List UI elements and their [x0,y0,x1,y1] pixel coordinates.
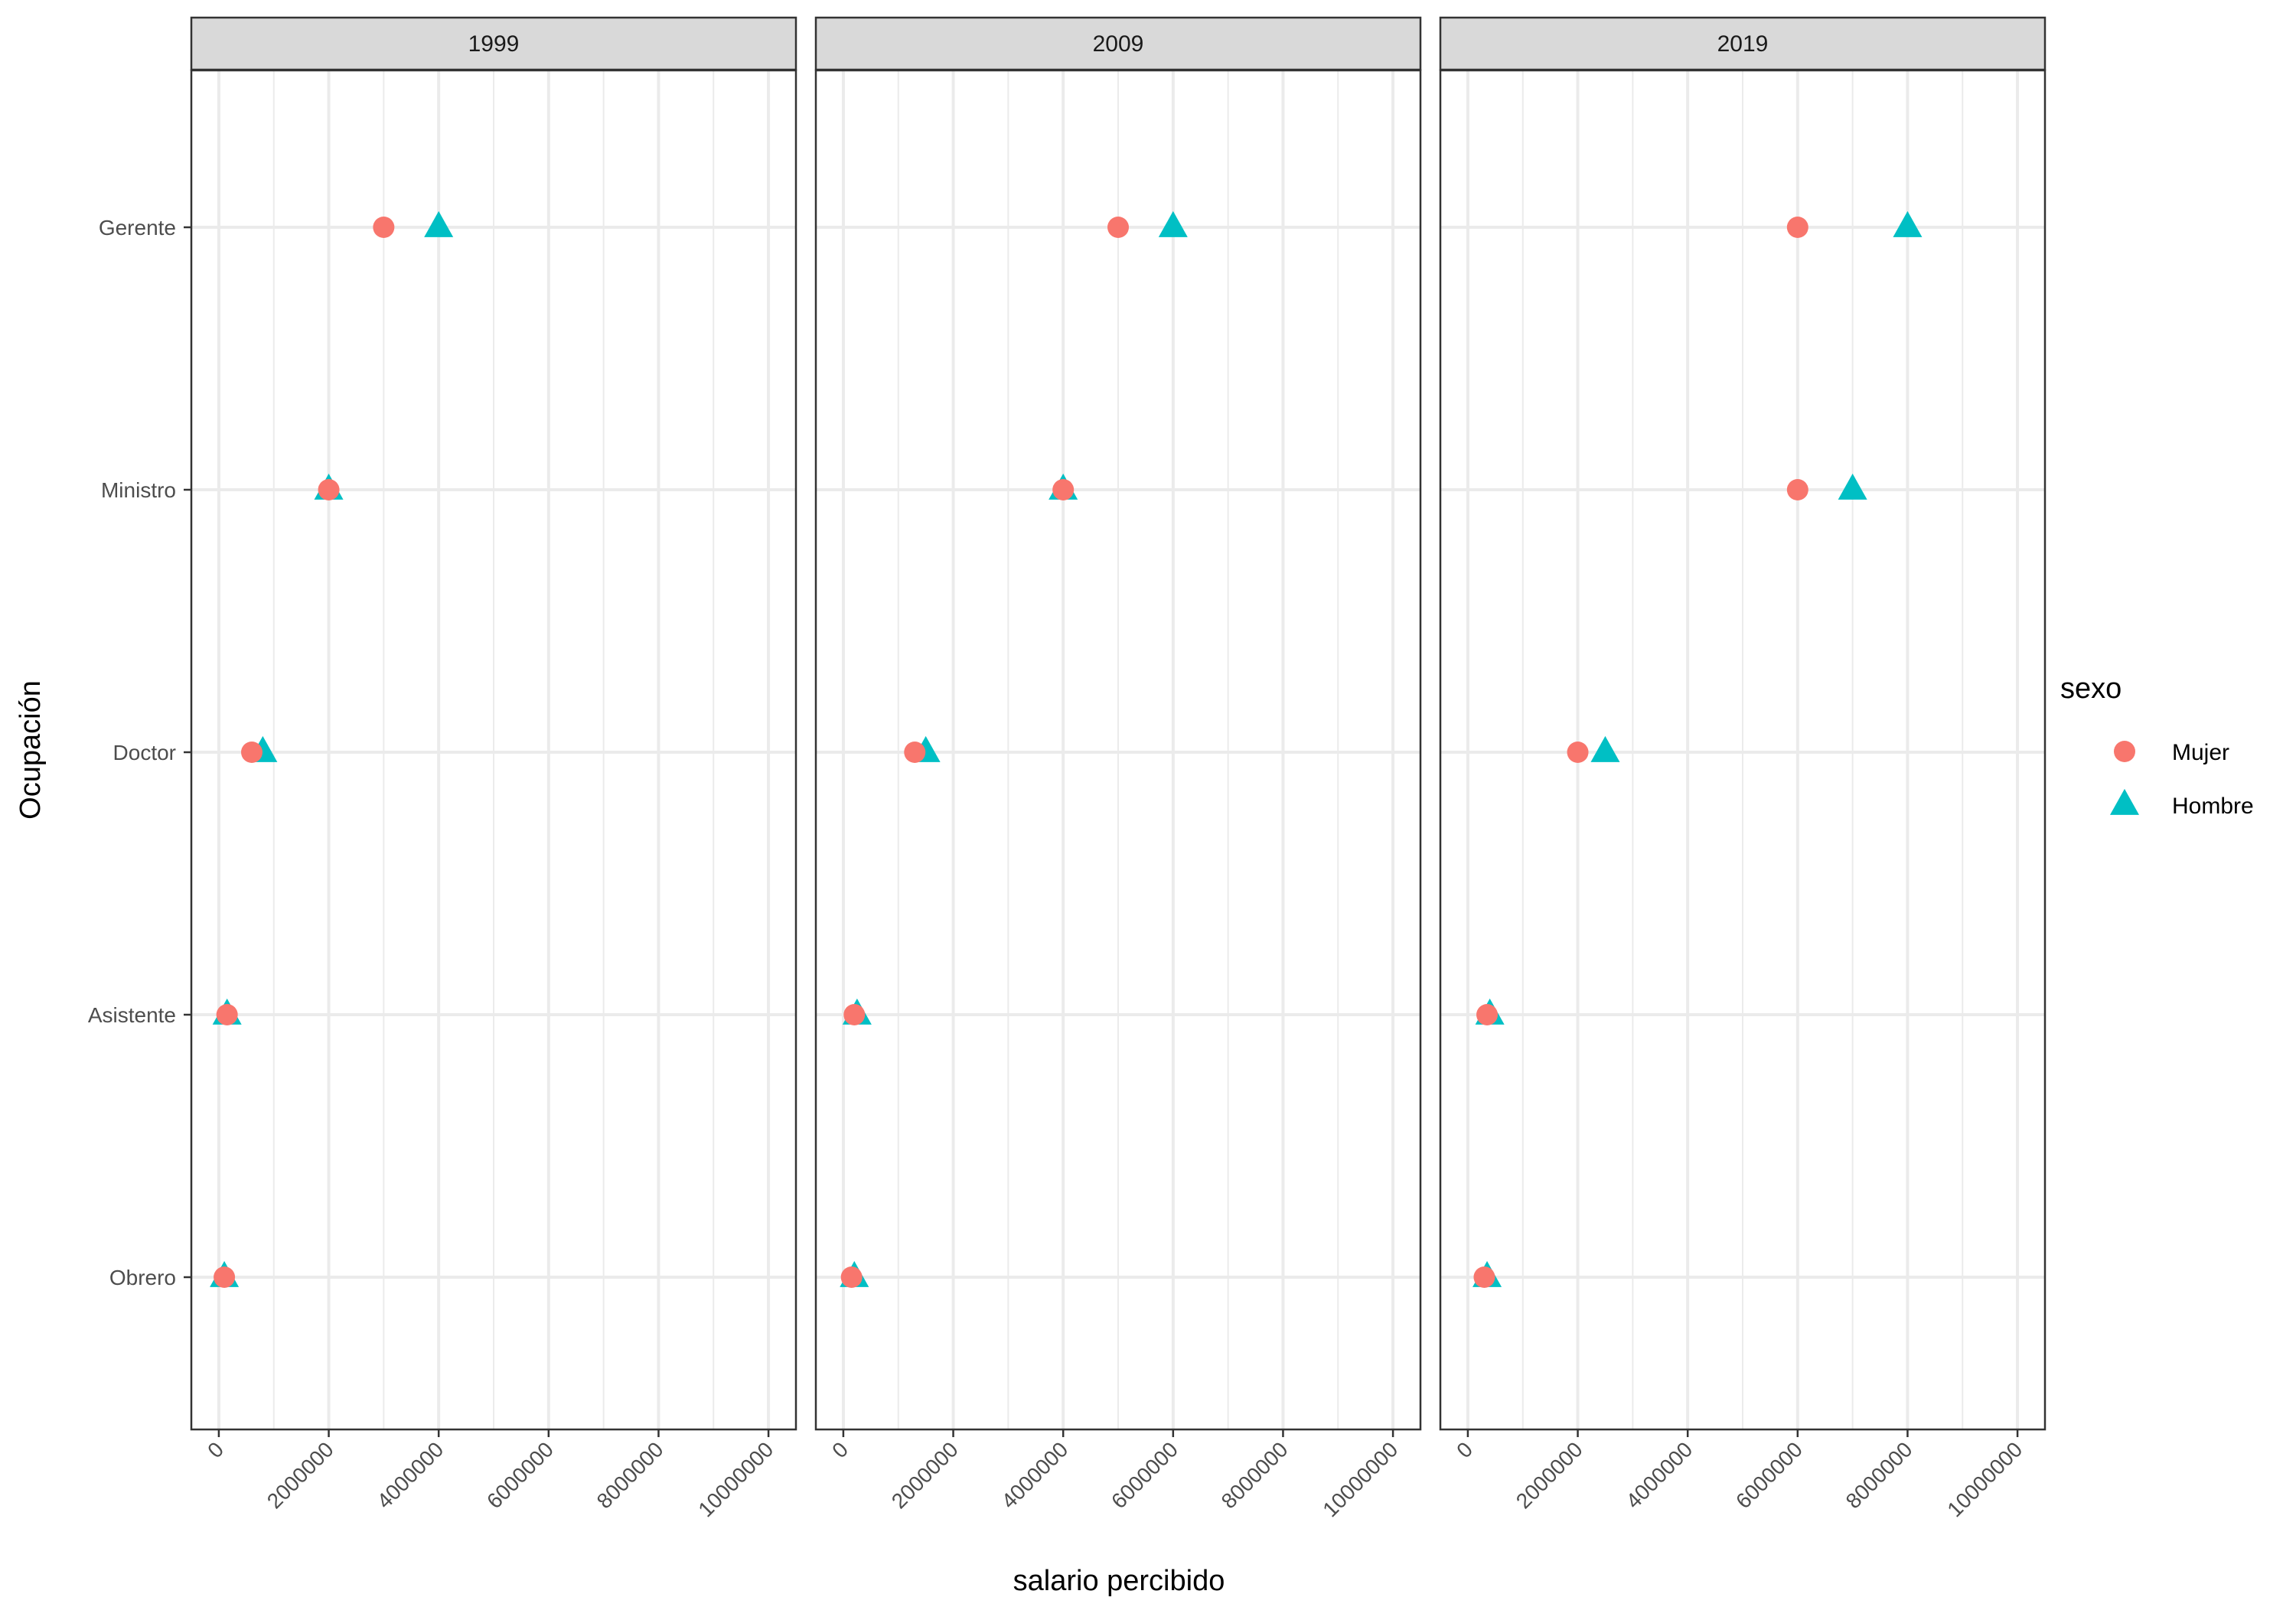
point-hombre-gerente [424,210,454,237]
facet-strip [814,16,1422,71]
facet-strip-label: 1999 [468,31,520,57]
y-tick-label: Obrero [109,1266,176,1289]
point-mujer-obrero [214,1266,236,1288]
y-tick-label: Gerente [99,216,176,240]
point-hombre-gerente [1158,210,1188,237]
y-axis-title: Ocupación [15,680,47,820]
legend-key-mujer [2114,741,2135,762]
legend-label-hombre: Hombre [2172,794,2254,819]
point-mujer-doctor [1567,742,1589,763]
legend-key-hombre [2110,788,2139,815]
panel-border [1439,69,2047,1431]
legend: sexo Mujer Hombre [2060,673,2254,819]
y-tick-label: Doctor [113,741,176,764]
y-tick-label: Asistente [88,1003,176,1027]
point-mujer-asistente [1476,1004,1499,1025]
panel-border [814,69,1422,1431]
point-hombre-doctor [1590,735,1620,762]
facet-strip-label: 2009 [1093,31,1144,57]
point-hombre-gerente [1893,210,1923,237]
point-mujer-gerente [1107,217,1129,238]
point-mujer-obrero [1473,1266,1495,1288]
point-hombre-ministro [1838,473,1867,500]
point-mujer-doctor [241,742,263,763]
point-mujer-obrero [840,1266,863,1288]
y-tick-label: Ministro [101,478,176,502]
point-mujer-ministro [1052,479,1075,500]
legend-title: sexo [2060,673,2122,705]
point-mujer-ministro [318,479,340,500]
point-mujer-gerente [1786,217,1808,238]
point-mujer-doctor [904,742,926,763]
point-mujer-asistente [216,1004,238,1025]
facet-strip-label: 2019 [1717,31,1769,57]
point-mujer-asistente [843,1004,866,1025]
point-mujer-gerente [373,217,395,238]
point-mujer-ministro [1786,479,1808,500]
panel-border [190,69,797,1431]
y-axis: Gerente Ministro Doctor Asistente Obrero [88,216,191,1289]
legend-label-mujer: Mujer [2172,740,2229,765]
x-axis-title: salario percibido [1013,1565,1225,1597]
facet-strip [1439,16,2047,71]
